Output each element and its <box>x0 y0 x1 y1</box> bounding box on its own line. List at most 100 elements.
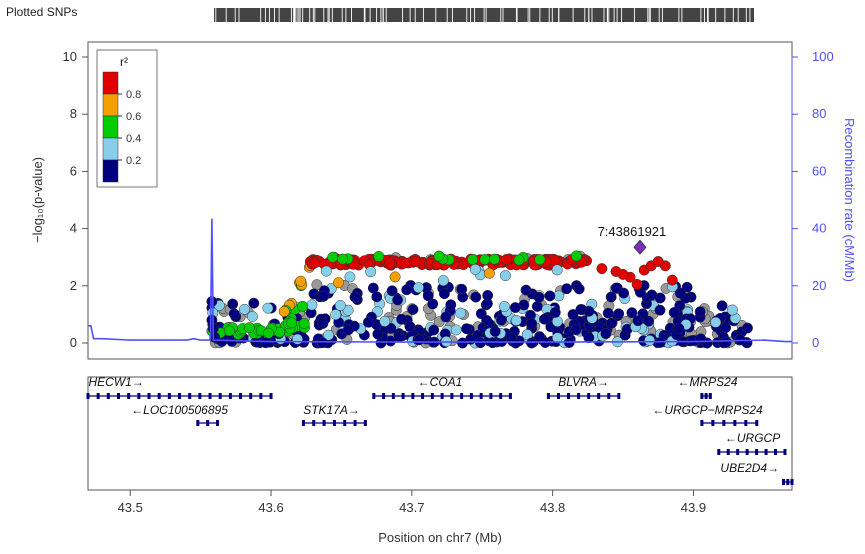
plotted-snps-label: Plotted SNPs <box>6 5 77 19</box>
gene-exon <box>597 393 601 399</box>
snp-point <box>602 307 614 319</box>
gene-exon <box>343 420 347 426</box>
gene-exon <box>363 420 367 426</box>
snp-point <box>513 254 525 266</box>
gene-panel-frame <box>87 376 793 491</box>
snp-point <box>393 331 405 343</box>
gene-exon <box>733 420 737 426</box>
snp-point <box>248 297 260 309</box>
snp-point <box>561 283 573 295</box>
snp-point <box>551 316 563 327</box>
snp-point <box>278 306 290 317</box>
gene-exon <box>450 393 454 399</box>
snp-point <box>342 324 354 336</box>
snp-point <box>379 315 391 327</box>
gene-exon <box>391 393 395 399</box>
y2-tick-label: 80 <box>812 106 826 121</box>
snp-point <box>413 282 424 294</box>
snp-point <box>292 333 303 345</box>
snp-point <box>239 303 250 315</box>
x-tick-label: 43.6 <box>258 500 283 515</box>
snp-point <box>469 263 481 275</box>
snp-point <box>617 268 629 280</box>
x-tick-label: 43.8 <box>540 500 565 515</box>
y2-tick-label: 0 <box>812 335 819 350</box>
gene-exon <box>508 393 512 399</box>
gene-exon <box>208 393 212 399</box>
snp-point <box>605 317 617 329</box>
gene-exon <box>790 479 794 485</box>
gene-exon <box>711 420 715 426</box>
snp-point <box>440 311 452 323</box>
y-tick-label: 10 <box>63 49 77 64</box>
snp-point <box>371 291 383 303</box>
snp-point <box>334 299 346 311</box>
snp-point <box>433 250 445 262</box>
snp-point <box>534 254 546 266</box>
legend-swatch <box>102 159 119 183</box>
snp-point <box>438 288 450 300</box>
gene-exon <box>755 420 759 426</box>
gene-exon <box>382 393 386 399</box>
gene-exon <box>147 393 151 399</box>
gene-exon <box>178 393 182 399</box>
snp-point <box>467 254 479 266</box>
gene-exon <box>157 393 161 399</box>
snp-point <box>666 274 678 286</box>
snp-point <box>372 328 384 340</box>
gene-exon <box>106 393 110 399</box>
snp-point <box>549 306 561 318</box>
snp-point <box>674 287 686 299</box>
snp-point <box>327 251 339 263</box>
snp-point <box>317 318 329 329</box>
snp-point <box>695 333 707 345</box>
gene-exon <box>198 393 202 399</box>
gene-exon <box>722 420 726 426</box>
y2-tick-label: 20 <box>812 278 826 293</box>
gene-exon <box>239 393 243 399</box>
snp-point <box>386 285 398 297</box>
snp-point <box>362 316 374 328</box>
snp-point <box>531 300 543 312</box>
y-axis: 0 2 4 6 8 10 <box>63 49 88 350</box>
gene-exon <box>440 393 444 399</box>
legend-swatch <box>102 137 119 161</box>
snp-point <box>499 270 511 282</box>
legend-swatch <box>102 115 119 139</box>
gene-exon <box>736 449 740 455</box>
snp-point <box>246 311 258 322</box>
snp-point <box>456 283 468 295</box>
snp-point <box>243 322 255 334</box>
gene-label: ←URGCP−MRPS24 <box>652 403 763 417</box>
gene-exon <box>372 393 376 399</box>
snp-point <box>317 290 329 302</box>
snp-point <box>551 264 563 276</box>
snp-point <box>533 291 545 303</box>
snp-point <box>520 284 532 296</box>
gene-exon <box>786 479 790 485</box>
snp-point <box>373 250 385 262</box>
y-tick-label: 2 <box>70 278 77 293</box>
lead-snp-marker <box>633 239 647 255</box>
snp-point <box>510 314 522 326</box>
gene-exon <box>460 393 464 399</box>
gene-exon <box>774 449 778 455</box>
gene-exon <box>726 449 730 455</box>
gene-track: HECW1→ ←LOC100506895 STK17A→ ←COA1 BLVRA→ ←MR… <box>86 375 794 485</box>
snp-point <box>506 332 517 344</box>
snp-point <box>413 334 425 346</box>
snp-rug <box>214 8 754 22</box>
gene-exon <box>755 449 759 455</box>
gene-exon <box>489 393 493 399</box>
y-tick-label: 4 <box>70 221 77 236</box>
snp-point <box>544 290 556 302</box>
gene-label: UBE2D4→ <box>720 461 779 475</box>
gene-exon <box>556 393 560 399</box>
snp-point <box>489 253 500 265</box>
snp-point <box>526 318 538 330</box>
snp-point <box>501 253 513 265</box>
snp-point <box>570 250 582 262</box>
gene-exon <box>188 393 192 399</box>
snp-point <box>461 323 472 335</box>
